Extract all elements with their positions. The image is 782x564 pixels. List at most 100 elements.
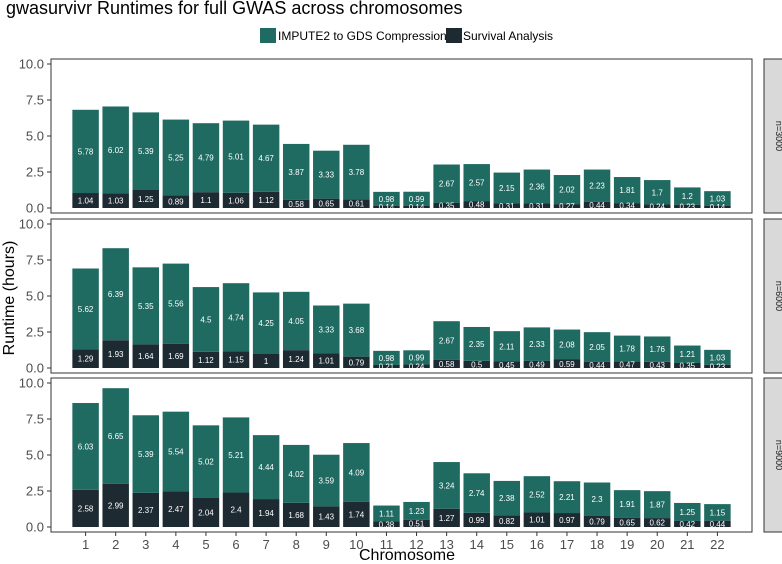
x-tick-label: 22 — [710, 537, 724, 552]
bar-label-impute2: 5.21 — [228, 451, 244, 460]
bar-survival-analysis — [463, 201, 490, 208]
bar-label-survival: 0.34 — [619, 202, 635, 211]
x-tick-label: 18 — [590, 537, 604, 552]
bar-survival-analysis — [162, 195, 190, 208]
bar-label-survival: 0.14 — [379, 203, 395, 212]
bar-label-survival: 1.68 — [288, 511, 304, 520]
bar-label-impute2: 5.78 — [78, 147, 94, 156]
bar-impute2-compression — [102, 248, 129, 341]
bar-label-survival: 0.65 — [619, 518, 635, 527]
bar-label-impute2: 4.09 — [349, 468, 365, 477]
bar-impute2-compression — [463, 164, 490, 202]
x-tick-label: 3 — [142, 537, 149, 552]
bar-label-impute2: 2.67 — [439, 336, 455, 345]
bar-impute2-compression — [674, 187, 701, 205]
bar-label-impute2: 1.91 — [619, 500, 635, 509]
bar-label-impute2: 6.03 — [78, 442, 94, 451]
x-tick-label: 1 — [82, 537, 89, 552]
x-tick-label: 9 — [323, 537, 330, 552]
bar-label-survival: 2.4 — [230, 506, 242, 515]
bar-label-impute2: 2.21 — [559, 493, 575, 502]
bar-label-survival: 0.44 — [710, 520, 726, 529]
bar-label-impute2: 3.78 — [349, 168, 365, 177]
bar-survival-analysis — [523, 360, 551, 368]
y-tick-label: 0.0 — [26, 201, 44, 216]
bar-label-survival: 0.14 — [409, 203, 425, 212]
bar-survival-analysis — [704, 520, 731, 527]
bar-impute2-compression — [72, 109, 99, 194]
y-tick-label: 2.5 — [26, 484, 44, 499]
bar-impute2-compression — [72, 403, 99, 490]
legend-swatch-impute2 — [260, 28, 276, 43]
bar-impute2-compression — [162, 411, 190, 492]
bar-survival-analysis — [132, 344, 160, 368]
y-tick-label: 2.5 — [26, 325, 44, 340]
bar-label-survival: 0.44 — [589, 201, 605, 210]
bar-impute2-compression — [313, 454, 340, 507]
bar-survival-analysis — [674, 362, 701, 368]
bar-survival-analysis — [313, 353, 340, 368]
bar-impute2-compression — [373, 191, 400, 206]
bar-impute2-compression — [313, 150, 340, 199]
bar-label-survival: 1.29 — [78, 355, 94, 364]
bar-label-survival: 0.21 — [379, 362, 395, 371]
bar-survival-analysis — [704, 364, 731, 368]
y-tick-label: 5.0 — [26, 129, 44, 144]
bar-label-survival: 0.24 — [409, 362, 425, 371]
bar-label-impute2: 2.11 — [499, 342, 515, 351]
bar-label-impute2: 4.74 — [228, 313, 244, 322]
bar-label-impute2: 1.7 — [652, 188, 664, 197]
bar-label-impute2: 4.25 — [258, 319, 274, 328]
bar-label-impute2: 3.33 — [318, 171, 334, 180]
bar-label-survival: 0.35 — [680, 361, 696, 370]
bar-survival-analysis — [403, 364, 430, 368]
bar-impute2-compression — [132, 267, 160, 345]
bar-survival-analysis — [72, 193, 99, 208]
bar-label-impute2: 2.67 — [439, 180, 455, 189]
bar-impute2-compression — [704, 504, 731, 521]
bar-label-impute2: 4.44 — [258, 463, 274, 472]
bar-label-survival: 0.43 — [649, 361, 665, 370]
bar-label-survival: 0.44 — [589, 361, 605, 370]
bar-label-survival: 1.12 — [258, 196, 274, 205]
bar-label-impute2: 1.78 — [619, 344, 635, 353]
bar-survival-analysis — [493, 361, 521, 368]
bar-survival-analysis — [583, 515, 611, 527]
y-tick-label: 5.0 — [26, 448, 44, 463]
y-tick-label: 7.5 — [26, 412, 44, 427]
bar-label-survival: 2.99 — [108, 501, 124, 510]
bar-impute2-compression — [282, 143, 310, 200]
bar-label-survival: 2.04 — [198, 508, 214, 517]
bar-survival-analysis — [704, 205, 731, 208]
x-tick-label: 15 — [500, 537, 514, 552]
bar-label-survival: 0.99 — [469, 516, 485, 525]
bar-survival-analysis — [282, 350, 310, 368]
bar-label-impute2: 4.79 — [198, 154, 214, 163]
bar-impute2-compression — [433, 164, 460, 203]
bar-impute2-compression — [493, 172, 521, 204]
bar-impute2-compression — [523, 327, 551, 361]
bar-label-impute2: 1.23 — [409, 507, 425, 516]
bar-label-impute2: 1.25 — [680, 508, 696, 517]
x-tick-label: 13 — [439, 537, 453, 552]
bar-label-survival: 1.94 — [258, 509, 274, 518]
x-tick-label: 20 — [650, 537, 664, 552]
bar-survival-analysis — [102, 483, 129, 527]
x-tick-label: 10 — [349, 537, 363, 552]
bar-survival-analysis — [643, 518, 671, 527]
bar-label-survival: 0.97 — [559, 516, 575, 525]
bar-impute2-compression — [463, 473, 490, 513]
bar-label-survival: 1.69 — [168, 352, 184, 361]
bar-label-survival: 1.04 — [78, 197, 94, 206]
bar-impute2-compression — [343, 303, 370, 357]
bar-survival-analysis — [433, 202, 460, 208]
bar-survival-analysis — [282, 502, 310, 527]
x-tick-label: 11 — [380, 537, 394, 552]
bar-impute2-compression — [403, 191, 430, 206]
x-tick-label: 2 — [112, 537, 119, 552]
bar-survival-analysis — [222, 351, 250, 368]
bar-label-survival: 1.1 — [200, 196, 212, 205]
bar-label-survival: 0.45 — [499, 361, 515, 370]
bar-impute2-compression — [493, 480, 521, 516]
bar-label-survival: 0.61 — [349, 200, 365, 209]
